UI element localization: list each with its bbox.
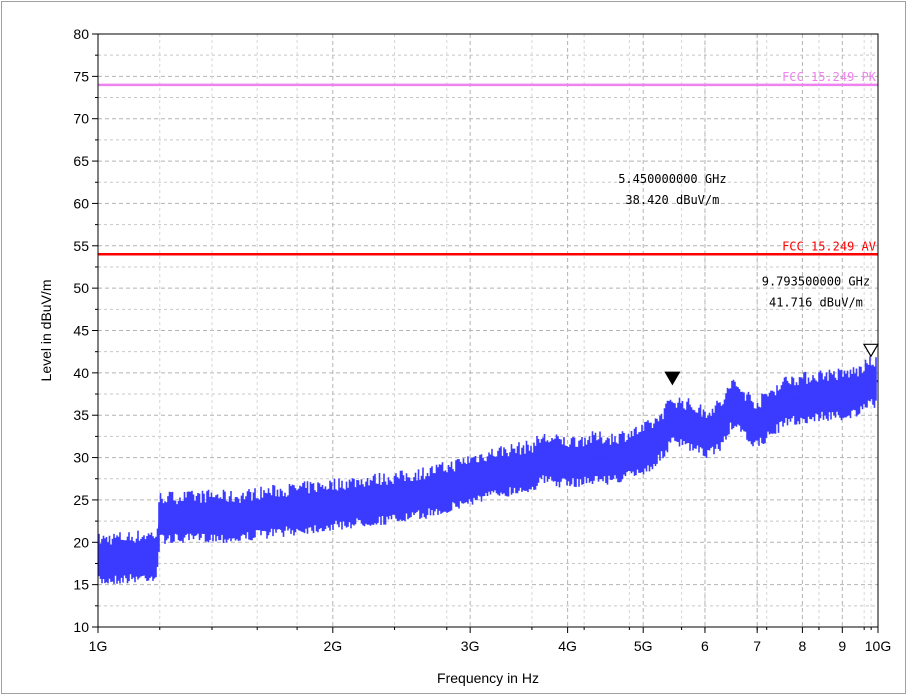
- plot-border: [97, 33, 879, 628]
- x-tick-label: 1G: [89, 638, 108, 654]
- y-tick-label: 65: [73, 153, 89, 169]
- y-tick-label: 35: [73, 407, 89, 423]
- y-tick-label: 60: [73, 195, 89, 211]
- y-tick-label: 25: [73, 492, 89, 508]
- marker-filled-triangle-icon: [664, 371, 681, 386]
- x-tick-label: 5G: [634, 638, 653, 654]
- y-tick-label: 45: [73, 323, 89, 339]
- x-tick-label: 7: [753, 638, 761, 654]
- marker-hollow-triangle-icon: [862, 343, 879, 358]
- marker-frequency-label: 5.450000000 GHz: [618, 172, 726, 186]
- x-tick-label: 2G: [323, 638, 342, 654]
- limit-line-label: FCC 15.249 AV: [782, 239, 876, 253]
- x-tick-label: 3G: [461, 638, 480, 654]
- x-tick-label: 9: [838, 638, 846, 654]
- x-axis-label: Frequency in Hz: [437, 670, 539, 686]
- x-tick-label: 4G: [558, 638, 577, 654]
- y-tick-label: 80: [73, 26, 89, 42]
- axes: 10 15 20 25 30 35 40 45 50 55 60 65 70 75 80 1G 2G 3G 4G 5G…: [73, 26, 891, 654]
- y-tick-label: 55: [73, 238, 89, 254]
- y-tick-label: 30: [73, 450, 89, 466]
- limit-line-label: FCC 15.249 PK: [782, 70, 877, 84]
- y-tick-label: 10: [73, 619, 89, 635]
- plot-area: [98, 34, 878, 627]
- y-tick-label: 40: [73, 365, 89, 381]
- y-tick-label: 75: [73, 68, 89, 84]
- markers: 5.450000000 GHz 38.420 dBuV/m 9.793500000 …: [618, 172, 879, 386]
- y-tick-label: 70: [73, 111, 89, 127]
- marker-level-label: 41.716 dBuV/m: [769, 296, 863, 310]
- x-tick-label: 6: [701, 638, 709, 654]
- marker-level-label: 38.420 dBuV/m: [625, 193, 719, 207]
- y-tick-label: 15: [73, 577, 89, 593]
- marker-frequency-label: 9.793500000 GHz: [762, 275, 870, 289]
- y-tick-label: 50: [73, 280, 89, 296]
- y-tick-label: 20: [73, 534, 89, 550]
- series-group: [97, 356, 878, 584]
- x-tick-label: 8: [799, 638, 807, 654]
- grid: [98, 34, 878, 627]
- x-tick-label: 10G: [865, 638, 891, 654]
- y-axis-label: Level in dBuV/m: [38, 280, 54, 382]
- series-line: [97, 380, 878, 561]
- limit-lines: FCC 15.249 PK FCC 15.249 AV: [98, 70, 878, 256]
